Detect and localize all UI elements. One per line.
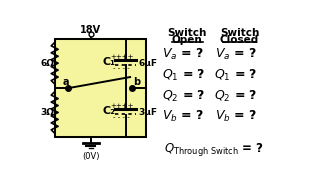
- Text: Switch: Switch: [220, 28, 259, 38]
- Text: $Q_1$ = ?: $Q_1$ = ?: [214, 68, 257, 83]
- Text: $Q_{\rm Through\ Switch}$ = ?: $Q_{\rm Through\ Switch}$ = ?: [164, 141, 264, 158]
- Text: $V_b$ = ?: $V_b$ = ?: [214, 109, 257, 125]
- Text: ++++: ++++: [110, 54, 133, 60]
- Text: Open: Open: [172, 35, 203, 45]
- Bar: [55, 39, 146, 137]
- Text: 3Ω: 3Ω: [40, 108, 54, 117]
- Text: C₂: C₂: [102, 106, 115, 116]
- Text: 6μF: 6μF: [139, 59, 157, 68]
- Text: $V_a$ = ?: $V_a$ = ?: [215, 47, 257, 62]
- Text: C₁: C₁: [102, 57, 115, 67]
- Text: Switch: Switch: [167, 28, 207, 38]
- Text: (0V): (0V): [82, 152, 100, 161]
- Text: $Q_1$ = ?: $Q_1$ = ?: [162, 68, 205, 83]
- Text: $V_a$ = ?: $V_a$ = ?: [162, 47, 204, 62]
- Text: $Q_2$ = ?: $Q_2$ = ?: [162, 89, 205, 104]
- Text: - - - -: - - - -: [113, 65, 130, 71]
- Text: $Q_2$ = ?: $Q_2$ = ?: [214, 89, 257, 104]
- Text: a: a: [63, 77, 69, 87]
- Text: ++++: ++++: [110, 103, 133, 109]
- Text: b: b: [133, 77, 140, 87]
- Text: 6Ω: 6Ω: [40, 59, 54, 68]
- Text: Closed: Closed: [220, 35, 259, 45]
- Text: - - - -: - - - -: [113, 114, 130, 120]
- Text: $V_b$ = ?: $V_b$ = ?: [162, 109, 204, 125]
- Text: 3μF: 3μF: [139, 108, 157, 117]
- Text: 18V: 18V: [80, 25, 101, 35]
